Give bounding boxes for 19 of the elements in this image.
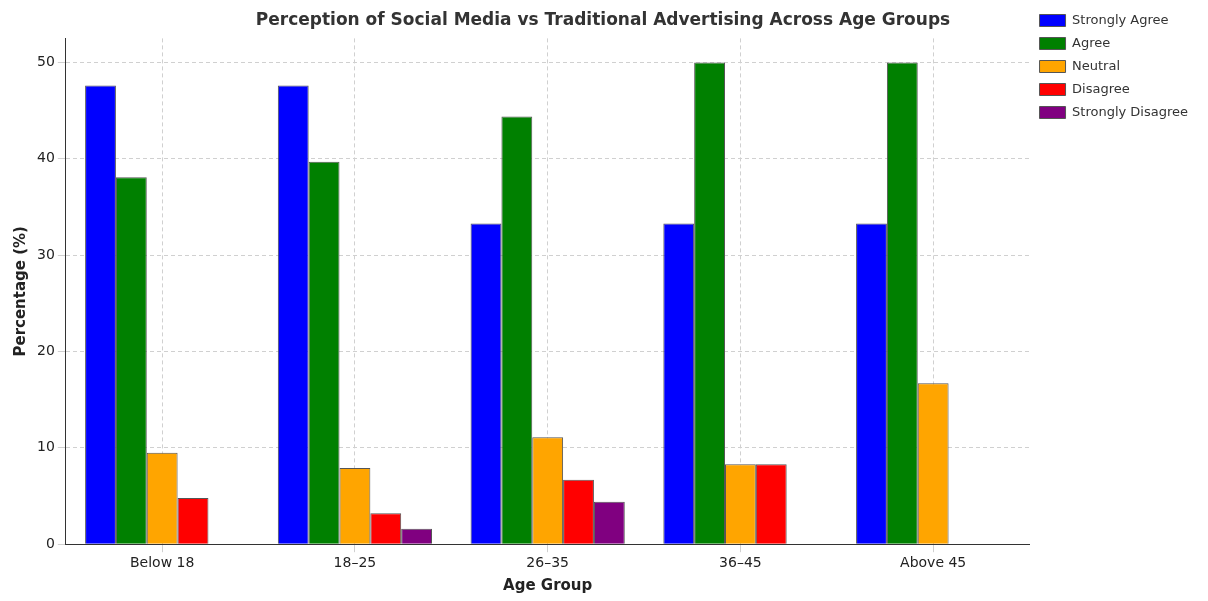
legend-label: Strongly Disagree — [1072, 103, 1189, 119]
y-tick-label: 30 — [36, 245, 55, 262]
y-tick-label: 20 — [36, 342, 55, 359]
y-tick-label: 0 — [45, 534, 55, 551]
x-tick-label: 36–45 — [719, 554, 762, 571]
x-tick-label: Below 18 — [129, 554, 195, 571]
y-tick-label: 40 — [36, 149, 55, 166]
x-tick-label: 18–25 — [333, 554, 377, 571]
x-tick-label: 26–35 — [526, 554, 569, 571]
y-tick-label: 50 — [36, 53, 55, 70]
y-axis-title: Percentage (%) — [10, 226, 29, 357]
legend-label: Strongly Agree — [1072, 11, 1169, 27]
x-axis-title: Age Group — [503, 575, 593, 594]
chart-title: Perception of Social Media vs Traditional Advertising Across Age Groups — [255, 8, 951, 29]
legend-label: Disagree — [1072, 80, 1130, 96]
y-tick-label: 10 — [36, 438, 55, 455]
legend-label: Agree — [1072, 34, 1111, 50]
legend-label: Neutral — [1072, 57, 1121, 73]
x-tick-label: Above 45 — [900, 554, 967, 571]
